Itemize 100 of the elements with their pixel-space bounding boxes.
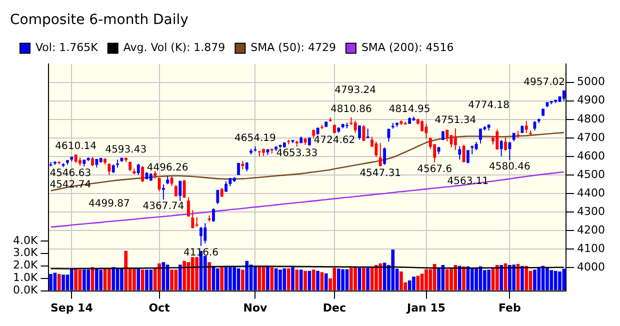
bar — [304, 270, 307, 290]
candlestick — [524, 120, 528, 134]
bar — [266, 266, 270, 290]
bar — [445, 269, 449, 290]
y2-tick-label: 3.0K — [12, 246, 38, 260]
bar — [232, 267, 236, 290]
bar — [258, 266, 262, 290]
bar — [462, 266, 466, 290]
bar — [520, 266, 524, 290]
bar — [554, 270, 558, 290]
legend-label: Avg. Vol (K): 1.879 — [123, 41, 226, 54]
bar — [345, 269, 349, 290]
bar — [366, 268, 370, 290]
chart-title: Composite 6-month Daily — [10, 12, 188, 28]
bar — [278, 270, 282, 290]
candlestick — [420, 120, 424, 132]
bar — [178, 264, 182, 290]
bar — [546, 267, 549, 290]
bar — [487, 270, 490, 290]
candlestick — [245, 162, 248, 172]
bar — [450, 268, 453, 290]
bar — [53, 272, 57, 290]
bar — [182, 260, 186, 290]
bar — [99, 270, 103, 290]
bar — [496, 264, 499, 290]
y2-tick-label: 4.0K — [12, 234, 38, 247]
bar — [424, 269, 428, 290]
text: 4567.6 — [417, 164, 452, 176]
candlestick — [362, 124, 366, 142]
candlestick — [383, 147, 386, 166]
bar — [86, 270, 90, 290]
legend-label: SMA (200): 4516 — [361, 41, 454, 54]
candlestick — [128, 160, 132, 172]
candlestick — [136, 163, 140, 176]
candlestick — [504, 136, 507, 152]
candlestick — [479, 128, 482, 144]
candlestick — [216, 189, 220, 205]
x-tick-label: Feb — [498, 301, 522, 314]
legend-label: Vol: 1.765K — [36, 41, 99, 54]
y-tick-label: 5000 — [577, 75, 606, 88]
y-tick-label: 4900 — [577, 94, 606, 107]
x-tick-label: Jan 15 — [406, 301, 446, 314]
candlestick — [387, 128, 390, 142]
bar — [62, 274, 65, 290]
bar — [49, 274, 52, 290]
text: 4546.63 — [50, 168, 92, 179]
candlestick — [358, 124, 361, 140]
candlestick — [500, 140, 503, 157]
bar — [299, 270, 303, 290]
bar — [512, 264, 516, 290]
bar — [500, 264, 504, 290]
bar — [190, 257, 194, 290]
bar — [458, 266, 462, 290]
bar — [312, 270, 316, 290]
bar — [341, 269, 344, 290]
bar — [74, 268, 78, 290]
bar — [537, 268, 541, 290]
bar — [378, 263, 382, 290]
candlestick — [141, 166, 144, 183]
candlestick — [224, 180, 228, 193]
candlestick — [200, 226, 202, 247]
bar — [224, 267, 228, 290]
bar — [208, 262, 211, 290]
candlestick — [178, 180, 182, 202]
bar — [174, 270, 178, 290]
bar — [374, 264, 378, 290]
bar — [254, 266, 257, 290]
bar — [416, 276, 420, 290]
y-tick-label: 4700 — [577, 130, 606, 144]
y-tick-label: 4000 — [577, 260, 606, 274]
y-tick-label: 4500 — [577, 168, 606, 181]
bar — [295, 270, 299, 290]
text: 4593.43 — [105, 144, 147, 156]
bar — [132, 268, 136, 290]
bar — [349, 268, 353, 290]
text: 4654.19 — [234, 133, 276, 144]
bar — [432, 264, 436, 290]
text: 4610.14 — [55, 141, 97, 152]
bar — [482, 270, 486, 290]
x-tick-label: Dec — [322, 301, 346, 314]
bar — [195, 257, 198, 290]
text: 4547.31 — [360, 168, 402, 179]
bar — [158, 263, 161, 290]
bar — [474, 268, 478, 290]
bar — [562, 268, 566, 290]
text: 4724.62 — [314, 134, 356, 146]
candlestick — [212, 208, 215, 222]
bar — [362, 268, 366, 290]
bar — [320, 272, 324, 290]
bar — [149, 270, 153, 290]
bar — [558, 271, 562, 290]
y-tick-label: 4100 — [577, 242, 606, 255]
bar — [228, 267, 232, 290]
bar — [145, 270, 148, 290]
candlestick — [195, 216, 198, 228]
candlestick — [454, 128, 457, 150]
text: 4367.74 — [142, 201, 184, 212]
y-tick-label: 4200 — [577, 223, 606, 236]
y2-tick-label: 2.0K — [12, 258, 38, 272]
bar — [336, 268, 340, 290]
